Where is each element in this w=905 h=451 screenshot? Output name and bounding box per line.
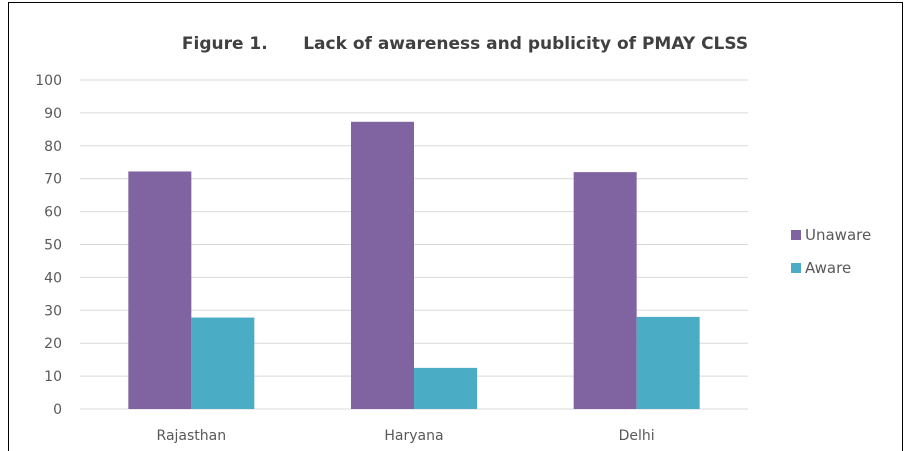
legend: Unaware Aware [791,226,871,277]
y-tick-label: 90 [44,106,62,122]
y-tick-label: 0 [53,402,62,418]
y-tick-label: 30 [44,303,62,319]
y-tick-label: 10 [44,369,62,385]
legend-swatch-aware [791,263,801,273]
x-tick-label: Delhi [619,428,655,444]
y-tick-label: 40 [44,270,62,286]
bar-unaware-delhi [573,172,637,409]
bar-aware-haryana [414,367,477,409]
y-tick-label: 80 [44,139,62,155]
bar-unaware-haryana [351,121,414,410]
y-tick-label: 70 [44,172,62,188]
bar-unaware-rajasthan [128,171,192,409]
chart-title: Figure 1. Lack of awareness and publicit… [182,34,748,54]
y-tick-label: 20 [44,336,62,352]
y-tick-label: 100 [35,73,62,89]
x-tick-label: Haryana [384,428,443,444]
bar-aware-delhi [636,316,700,409]
x-tick-label: Rajasthan [157,428,227,444]
legend-label-aware: Aware [805,259,851,277]
y-tick-label: 60 [44,205,62,221]
x-axis: Rajasthan Haryana Delhi [157,428,655,444]
y-axis: 0 10 20 30 40 50 60 70 80 90 100 [35,73,62,418]
bars [128,121,700,410]
bar-aware-rajasthan [191,317,255,409]
chart-frame [8,2,903,451]
y-tick-label: 50 [44,238,62,254]
legend-swatch-unaware [791,230,801,240]
legend-label-unaware: Unaware [805,226,871,244]
